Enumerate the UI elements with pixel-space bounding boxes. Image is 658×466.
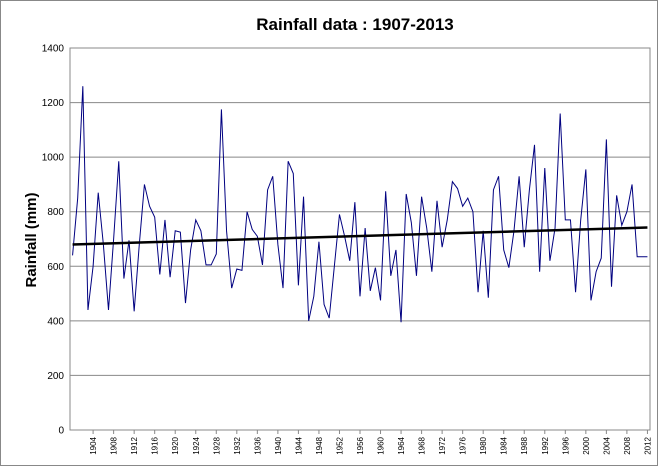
x-tick-label: 1952 bbox=[335, 436, 344, 454]
x-tick-label: 1912 bbox=[130, 436, 139, 454]
x-tick-label: 1924 bbox=[192, 436, 201, 454]
x-tick-label: 1972 bbox=[438, 436, 447, 454]
x-tick-label: 2008 bbox=[623, 436, 632, 454]
x-tick-label: 1992 bbox=[541, 436, 550, 454]
data-line bbox=[72, 86, 648, 323]
x-tick-label: 1964 bbox=[397, 436, 406, 454]
x-tick-label: 1960 bbox=[377, 436, 386, 454]
x-tick-label: 1932 bbox=[233, 436, 242, 454]
x-tick-label: 1968 bbox=[418, 436, 427, 454]
trend-line bbox=[72, 226, 648, 246]
x-tick-label: 1956 bbox=[356, 436, 365, 454]
x-tick-label: 1940 bbox=[274, 436, 283, 454]
x-tick-label: 2000 bbox=[582, 436, 591, 454]
y-tick-label: 800 bbox=[47, 207, 64, 218]
y-tick-label: 200 bbox=[47, 371, 64, 382]
x-tick-label: 1928 bbox=[212, 436, 221, 454]
y-tick-label: 1200 bbox=[42, 98, 65, 109]
x-tick-label: 2012 bbox=[643, 436, 652, 454]
x-tick-label: 1980 bbox=[479, 436, 488, 454]
y-axis-label: Rainfall (mm) bbox=[23, 192, 40, 287]
x-tick-label: 2004 bbox=[602, 436, 611, 454]
x-tick-label: 1948 bbox=[315, 436, 324, 454]
x-tick-label: 1996 bbox=[561, 436, 570, 454]
x-tick-label: 1988 bbox=[520, 436, 529, 454]
x-tick-label: 1920 bbox=[171, 436, 180, 454]
x-tick-label: 1916 bbox=[151, 436, 160, 454]
y-tick-label: 1400 bbox=[42, 44, 65, 55]
x-tick-label: 1976 bbox=[459, 436, 468, 454]
y-tick-label: 600 bbox=[47, 262, 64, 273]
x-tick-label: 1936 bbox=[253, 436, 262, 454]
y-tick-label: 0 bbox=[58, 426, 64, 437]
y-tick-label: 400 bbox=[47, 316, 64, 327]
chart-title: Rainfall data : 1907-2013 bbox=[256, 15, 453, 34]
x-tick-label: 1908 bbox=[110, 436, 119, 454]
x-tick-label: 1944 bbox=[294, 436, 303, 454]
y-tick-label: 1000 bbox=[42, 153, 65, 164]
x-tick-label: 1984 bbox=[500, 436, 509, 454]
x-tick-label: 1904 bbox=[89, 436, 98, 454]
